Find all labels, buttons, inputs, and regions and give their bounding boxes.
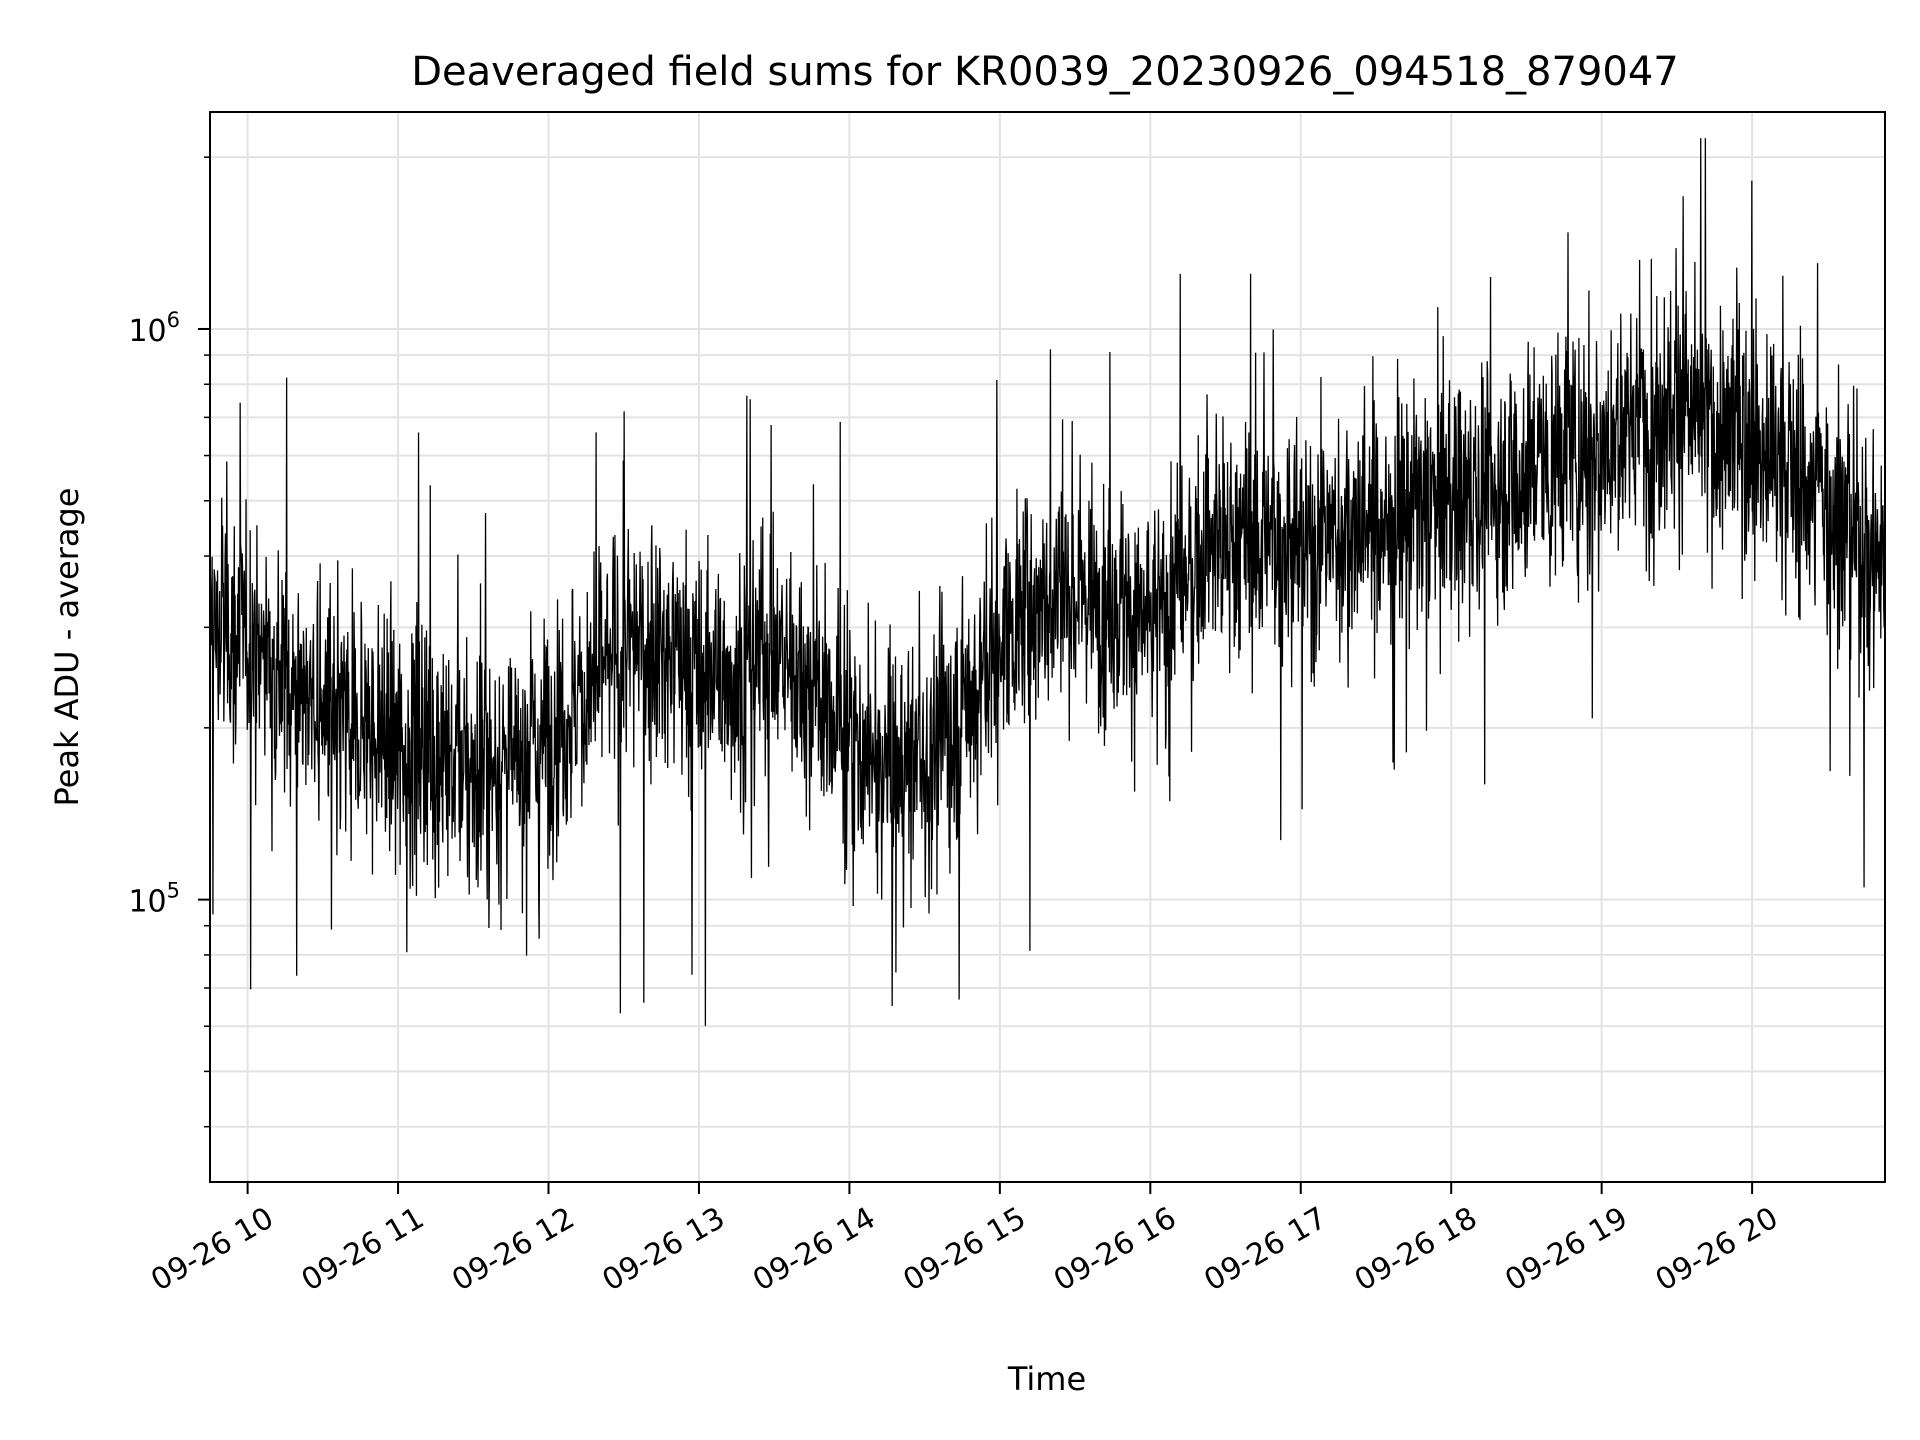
series-layer bbox=[210, 138, 1885, 1026]
x-axis-label: Time bbox=[1007, 1360, 1086, 1398]
y-tick-label: 106 bbox=[128, 308, 180, 349]
chart-title: Deaveraged field sums for KR0039_2023092… bbox=[411, 49, 1679, 95]
y-axis: 105 106 bbox=[128, 156, 210, 1128]
plot-area-frame bbox=[209, 111, 1886, 1183]
grid-lines bbox=[210, 112, 1885, 1182]
series-line bbox=[210, 138, 1885, 1026]
y-axis-label: Peak ADU - average bbox=[48, 488, 86, 807]
y-tick-label: 105 bbox=[128, 879, 180, 920]
